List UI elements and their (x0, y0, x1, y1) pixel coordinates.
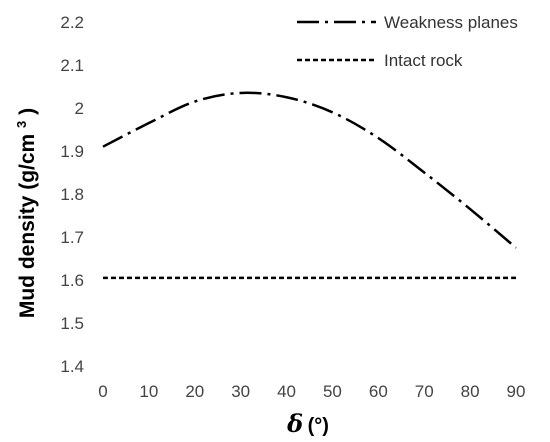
x-tick-label: 50 (323, 382, 342, 401)
y-axis-title: Mud density (g/cm 3 ) (8, 108, 39, 318)
x-tick-label: 40 (277, 382, 296, 401)
y-axis-unit-sup: 3 (14, 121, 29, 128)
y-tick-label: 1.8 (60, 185, 84, 204)
x-tick-label: 30 (231, 382, 250, 401)
series-layer (102, 91, 517, 280)
x-tick-labels: 0 10 20 30 40 50 60 70 80 90 (98, 382, 525, 401)
y-tick-label: 2 (75, 99, 84, 118)
x-tick-label: 20 (185, 382, 204, 401)
x-axis-unit: (°) (308, 415, 329, 437)
legend-label-weakness-planes: Weakness planes (384, 13, 518, 32)
y-tick-label: 1.6 (60, 271, 84, 290)
x-tick-label: 10 (139, 382, 158, 401)
x-tick-label: 80 (461, 382, 480, 401)
y-tick-label: 1.9 (60, 142, 84, 161)
x-tick-label: 70 (415, 382, 434, 401)
legend-label-intact-rock: Intact rock (384, 51, 463, 70)
y-axis-unit-close: ) (16, 108, 39, 115)
legend: Weakness planes Intact rock (297, 13, 518, 70)
x-tick-label: 90 (507, 382, 526, 401)
x-axis-title: δ (°) (286, 409, 329, 438)
y-tick-label: 1.5 (60, 314, 84, 333)
x-tick-label: 0 (98, 382, 107, 401)
y-axis-label: Mud density (16, 190, 39, 318)
x-tick-label: 60 (369, 382, 388, 401)
series-line-weakness-planes (102, 91, 517, 249)
y-tick-label: 2.1 (60, 56, 84, 75)
y-tick-label: 1.7 (60, 228, 84, 247)
y-tick-label: 2.2 (60, 13, 84, 32)
y-tick-label: 1.4 (60, 357, 84, 376)
x-axis-symbol: δ (286, 409, 303, 438)
y-tick-labels: 1.4 1.5 1.6 1.7 1.8 1.9 2 2.1 2.2 (60, 13, 84, 376)
y-axis-unit: (g/cm (16, 134, 39, 190)
